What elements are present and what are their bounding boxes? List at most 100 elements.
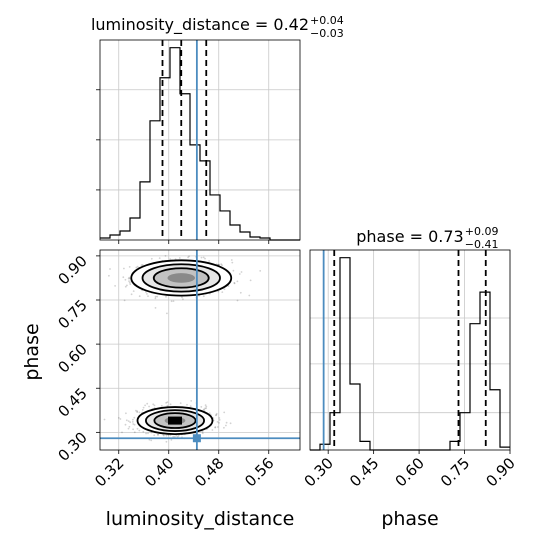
- sample-point: [132, 423, 135, 425]
- sample-point: [205, 405, 208, 408]
- sample-point: [239, 291, 242, 294]
- sample-point: [218, 422, 220, 424]
- sample-point: [127, 277, 130, 280]
- sample-point: [153, 434, 156, 437]
- sample-point: [119, 418, 122, 420]
- sample-point: [153, 404, 156, 407]
- sample-point: [169, 434, 172, 437]
- histogram-step-line: [310, 257, 510, 451]
- sample-point: [233, 282, 236, 284]
- x-tick-label: 0.75: [437, 454, 473, 490]
- sample-point: [136, 410, 139, 413]
- sample-point: [189, 405, 192, 407]
- sample-point: [232, 269, 235, 272]
- phase-title: phase = 0.73: [356, 227, 463, 246]
- sample-point: [166, 401, 169, 404]
- sample-point: [157, 433, 159, 436]
- sample-point: [138, 411, 141, 414]
- phase-title-sub: −0.41: [465, 238, 499, 251]
- sample-point: [132, 428, 135, 431]
- y-axis-label-phase: phase: [21, 323, 43, 380]
- sample-point: [203, 409, 206, 411]
- x-tick-label: 0.60: [392, 454, 428, 490]
- luminosity-distance-histogram-panel: [96, 39, 301, 244]
- sample-point: [124, 423, 127, 426]
- sample-point: [128, 266, 131, 268]
- sample-point: [121, 431, 123, 434]
- sample-point: [133, 423, 136, 426]
- phase-histogram-panel: 0.30 0.45 0.60 0.75 0.90: [301, 249, 519, 490]
- sample-point: [140, 264, 143, 266]
- sample-point: [135, 409, 137, 412]
- sample-point: [157, 434, 159, 436]
- sample-point: [202, 256, 205, 259]
- sample-point: [236, 299, 239, 302]
- sample-point: [150, 439, 153, 442]
- sample-point: [215, 414, 218, 416]
- sample-point: [200, 256, 203, 259]
- sample-point: [163, 434, 165, 437]
- sample-point: [177, 434, 180, 437]
- sample-point: [190, 400, 193, 402]
- sample-point: [201, 430, 204, 433]
- sample-point: [129, 421, 132, 424]
- sample-point: [176, 435, 179, 438]
- sample-point: [165, 440, 168, 443]
- x-tick-label: 0.48: [191, 454, 227, 490]
- sample-point: [188, 255, 191, 258]
- y-tick-label: 0.90: [54, 252, 90, 288]
- sample-point: [165, 434, 168, 437]
- sample-point: [125, 419, 128, 422]
- sample-point: [249, 279, 252, 282]
- sample-point: [126, 284, 128, 287]
- phase-title-sup: +0.09: [465, 225, 499, 238]
- x-axis-label-luminosity-distance: luminosity_distance: [106, 508, 295, 530]
- sample-point: [223, 411, 226, 414]
- x-tick-label: 0.56: [241, 454, 277, 490]
- histogram-step-line: [100, 47, 300, 241]
- sample-point: [211, 429, 214, 431]
- sample-point: [220, 263, 223, 266]
- sample-point: [148, 405, 151, 408]
- sample-point: [225, 424, 227, 427]
- sample-point: [138, 429, 141, 432]
- sample-point: [181, 296, 183, 299]
- sample-point: [128, 276, 131, 279]
- sample-point: [240, 271, 243, 273]
- sample-point: [158, 257, 161, 259]
- sample-point: [109, 268, 111, 270]
- sample-point: [166, 312, 168, 315]
- axes-frame: [99, 249, 301, 451]
- sample-point: [225, 421, 228, 424]
- sample-point: [117, 417, 120, 419]
- sample-point: [123, 267, 125, 270]
- sample-point: [154, 297, 157, 300]
- sample-point: [214, 426, 217, 428]
- sample-point: [172, 300, 175, 302]
- sample-point: [127, 420, 130, 422]
- sample-point: [223, 288, 226, 291]
- luminosity-distance-title-sub: −0.03: [310, 27, 344, 40]
- sample-point: [238, 273, 241, 275]
- y-tick-label: 0.75: [54, 296, 90, 332]
- sample-point: [145, 291, 147, 293]
- sample-point: [223, 426, 225, 429]
- 2d-contour-panel: 0.32 0.40 0.48 0.56 0.30 0.45 0.60 0.75 0.90: [54, 249, 301, 490]
- sample-point: [186, 403, 188, 406]
- sample-point: [259, 270, 262, 272]
- density-peak: [168, 416, 182, 425]
- sample-point: [169, 258, 172, 261]
- sample-point: [145, 432, 148, 435]
- sample-point: [236, 280, 239, 283]
- sample-point: [208, 412, 211, 414]
- sample-point: [141, 409, 144, 411]
- sample-point: [138, 295, 141, 298]
- sample-point: [132, 290, 135, 292]
- x-tick-label: 0.45: [346, 454, 382, 490]
- sample-point: [133, 416, 136, 419]
- x-tick-label: 0.90: [482, 454, 518, 490]
- sample-point: [216, 426, 219, 428]
- sample-point: [128, 425, 131, 428]
- sample-point: [231, 261, 234, 264]
